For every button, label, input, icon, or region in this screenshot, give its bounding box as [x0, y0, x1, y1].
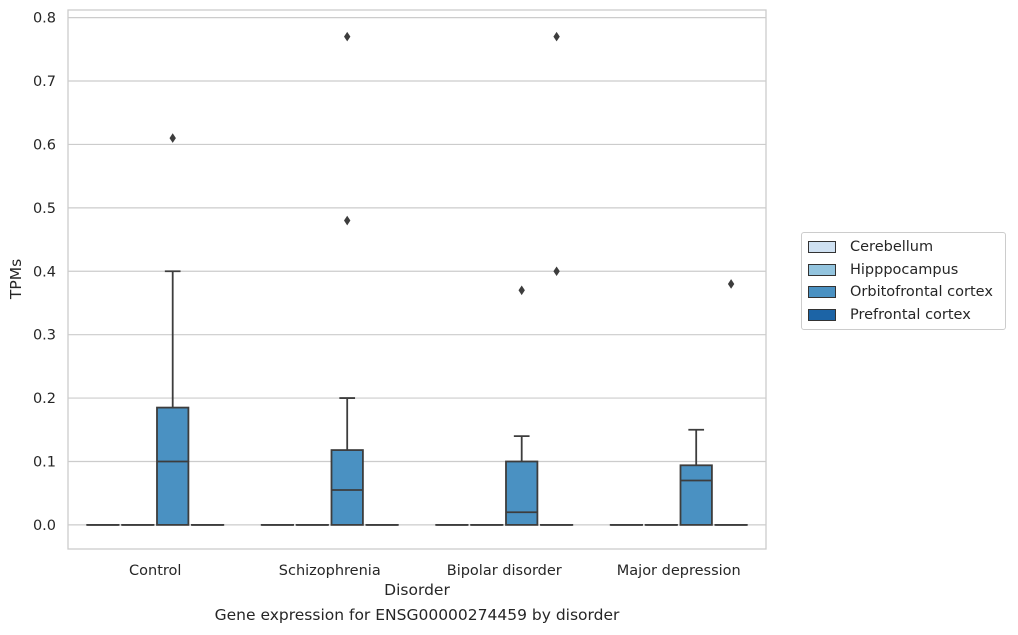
- y-tick-label: 0.1: [33, 454, 56, 470]
- outlier-point: [727, 279, 735, 289]
- x-tick-label: Schizophrenia: [279, 563, 381, 579]
- box-orbitofrontal-cortex: [679, 428, 713, 526]
- legend-label: Cerebellum: [850, 239, 934, 256]
- legend-label: Prefrontal cortex: [850, 306, 971, 323]
- x-axis-label: Disorder: [384, 581, 450, 599]
- y-tick-label: 0.8: [33, 11, 56, 27]
- box-orbitofrontal-cortex: [505, 285, 539, 526]
- x-tick-label: Major depression: [617, 563, 741, 579]
- legend-swatch: [808, 263, 836, 276]
- x-tick-label: Bipolar disorder: [447, 563, 562, 579]
- box-prefrontal-cortex: [539, 31, 574, 526]
- x-tick-label: Control: [129, 563, 181, 579]
- box-body: [679, 464, 713, 526]
- x-ticks: Control Schizophrenia Bipolar disorder Majo…: [129, 563, 741, 579]
- y-tick-label: 0.4: [33, 264, 56, 280]
- outlier-point: [169, 133, 176, 143]
- plot-frame: [67, 9, 767, 550]
- y-tick-label: 0.7: [33, 74, 56, 90]
- box-prefrontal-cortex: [714, 279, 748, 526]
- legend-item: Prefrontal cortex: [808, 304, 1005, 327]
- box-orbitofrontal-cortex: [330, 31, 364, 526]
- legend-swatch: [808, 241, 836, 254]
- box-body: [156, 406, 190, 526]
- legend: Cerebellum Hipppocampus Orbitofrontal cort…: [801, 232, 1006, 330]
- outlier-point: [344, 215, 351, 226]
- y-axis-label: TPMs: [7, 259, 25, 300]
- outlier-point: [518, 285, 525, 296]
- y-tick-label: 0.2: [33, 391, 56, 407]
- y-tick-label: 0.6: [33, 137, 56, 153]
- box-body: [330, 449, 364, 526]
- legend-label: Orbitofrontal cortex: [850, 284, 993, 301]
- y-tick-label: 0.0: [33, 518, 56, 534]
- y-tick-label: 0.3: [33, 328, 56, 344]
- box-orbitofrontal-cortex: [156, 133, 190, 526]
- legend-swatch: [808, 286, 836, 299]
- legend-item: Hipppocampus: [808, 259, 1005, 282]
- legend-item: Cerebellum: [808, 236, 1005, 259]
- box-body: [505, 460, 539, 526]
- legend-label: Hipppocampus: [850, 261, 959, 278]
- outlier-point: [344, 31, 351, 42]
- y-tick-label: 0.5: [33, 201, 56, 217]
- legend-item: Orbitofrontal cortex: [808, 281, 1005, 304]
- outlier-point: [553, 31, 560, 42]
- boxes: [86, 31, 748, 526]
- figure-caption: Gene expression for ENSG00000274459 by d…: [214, 606, 620, 624]
- y-ticks: 0.0 0.1 0.2 0.3 0.4 0.5 0.6 0.7 0.8: [33, 11, 56, 534]
- legend-swatch: [808, 308, 836, 321]
- outlier-point: [553, 266, 560, 277]
